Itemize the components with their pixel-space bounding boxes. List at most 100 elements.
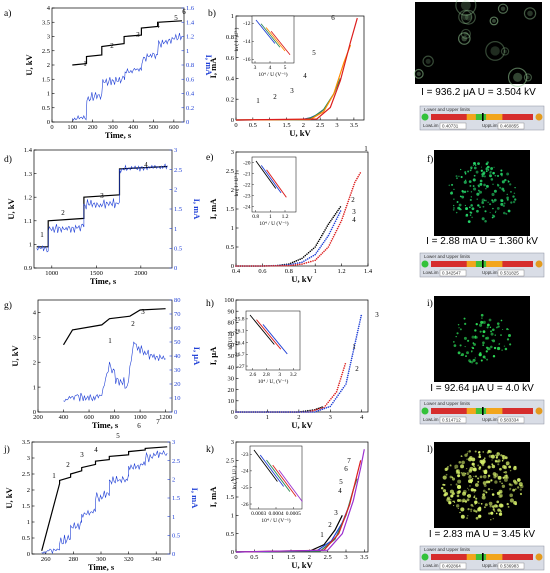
emission-spot — [489, 450, 492, 453]
y2-tick-label: 1.5 — [174, 206, 182, 213]
emission-spot — [426, 59, 431, 64]
emission-spot — [502, 485, 505, 488]
emission-spot — [513, 201, 515, 203]
emission-spot — [493, 355, 495, 357]
data-point — [345, 383, 347, 385]
data-point — [311, 249, 313, 251]
data-point — [319, 255, 321, 257]
emission-spot — [485, 337, 488, 340]
data-point — [328, 406, 330, 408]
data-point — [348, 370, 350, 372]
data-point — [303, 260, 305, 262]
y-tick-label: 3 — [231, 439, 234, 446]
emission-spot — [510, 201, 512, 203]
data-point — [322, 408, 324, 410]
data-point — [301, 261, 303, 263]
y-tick-label: 10 — [228, 398, 235, 405]
y2-tick-label: 0.4 — [186, 91, 195, 98]
emission-spot — [461, 196, 464, 199]
emission-spot — [473, 178, 476, 181]
data-point — [341, 220, 343, 222]
data-point — [295, 264, 297, 266]
plot-frame — [38, 300, 172, 412]
data-point — [355, 340, 357, 342]
y-tick-label: 20 — [228, 387, 235, 394]
y-tick-label: 0 — [27, 551, 30, 558]
series-line — [37, 167, 168, 247]
emission-spot — [458, 324, 459, 325]
y-tick-label: 0.4 — [226, 76, 235, 83]
emission-spot — [479, 454, 481, 456]
emission-spot — [471, 217, 472, 218]
emission-spot — [494, 504, 497, 507]
y-axis-label: I, μA — [208, 346, 218, 365]
data-point — [354, 182, 356, 184]
emission-spot — [482, 341, 485, 344]
data-point — [308, 261, 310, 263]
emission-spot — [510, 498, 514, 502]
data-point — [266, 411, 268, 413]
emission-spot — [456, 469, 460, 473]
emission-spot — [495, 212, 496, 213]
emission-spot — [497, 175, 499, 177]
emission-spot — [493, 215, 495, 217]
emission-spot — [478, 503, 479, 504]
emission-photo — [434, 150, 530, 236]
emission-spot — [475, 357, 476, 358]
data-point — [314, 260, 316, 262]
emission-spot — [457, 474, 460, 477]
emission-spot — [469, 207, 471, 209]
emission-spot — [504, 179, 506, 181]
y-tick-label: 3.5 — [42, 19, 50, 26]
emission-spot — [453, 198, 454, 199]
data-point — [333, 395, 335, 397]
emission-spot — [475, 475, 477, 477]
step-label: 5 — [116, 432, 120, 440]
data-point — [284, 265, 286, 267]
data-point — [332, 227, 334, 229]
emission-spot — [509, 343, 511, 345]
data-point — [329, 244, 331, 246]
emission-spot — [471, 488, 474, 491]
x-tick-label: 400 — [59, 414, 69, 421]
x-axis-label: Time, s — [88, 562, 115, 572]
emission-spot — [491, 193, 494, 196]
data-point — [326, 237, 328, 239]
green-led — [422, 408, 429, 415]
data-point — [353, 184, 355, 186]
emission-spot — [470, 508, 472, 510]
data-point — [348, 198, 350, 200]
y-tick-label: 3 — [27, 455, 30, 462]
data-point — [358, 174, 360, 176]
emission-spot — [464, 337, 467, 340]
upplim-label: UppLim — [482, 417, 498, 422]
emission-spot — [453, 189, 454, 190]
data-point — [343, 367, 345, 369]
data-point — [297, 259, 299, 261]
data-point — [255, 411, 257, 413]
emission-spot — [460, 344, 462, 346]
data-point — [335, 213, 337, 215]
emission-spot — [488, 477, 489, 478]
step-label: 2 — [61, 209, 65, 217]
curve-label: 5 — [339, 478, 343, 486]
x-tick-label: 3 — [335, 122, 338, 129]
data-point — [248, 265, 250, 267]
emission-spot — [456, 504, 459, 507]
chart-panel-b: 0 0.5 1 1.5 2 2.5 3 3.5 0 0.2 0.4 0.6 0.8 1 U, kV I, mA… — [208, 13, 364, 138]
data-point — [352, 188, 354, 190]
emission-spot — [473, 162, 476, 165]
x-tick-label: 1200 — [159, 414, 172, 421]
emission-spot — [475, 450, 477, 452]
orange-led — [536, 114, 543, 121]
inset-x-tick-label: 3 — [254, 65, 257, 71]
emission-spot — [501, 175, 503, 177]
emission-spot — [454, 344, 457, 347]
data-point — [325, 249, 327, 251]
x-tick-label: 1 — [268, 122, 271, 129]
emission-spot — [508, 506, 510, 508]
data-point — [359, 323, 361, 325]
data-point — [296, 260, 298, 262]
emission-spot — [470, 199, 472, 201]
data-point — [253, 411, 255, 413]
